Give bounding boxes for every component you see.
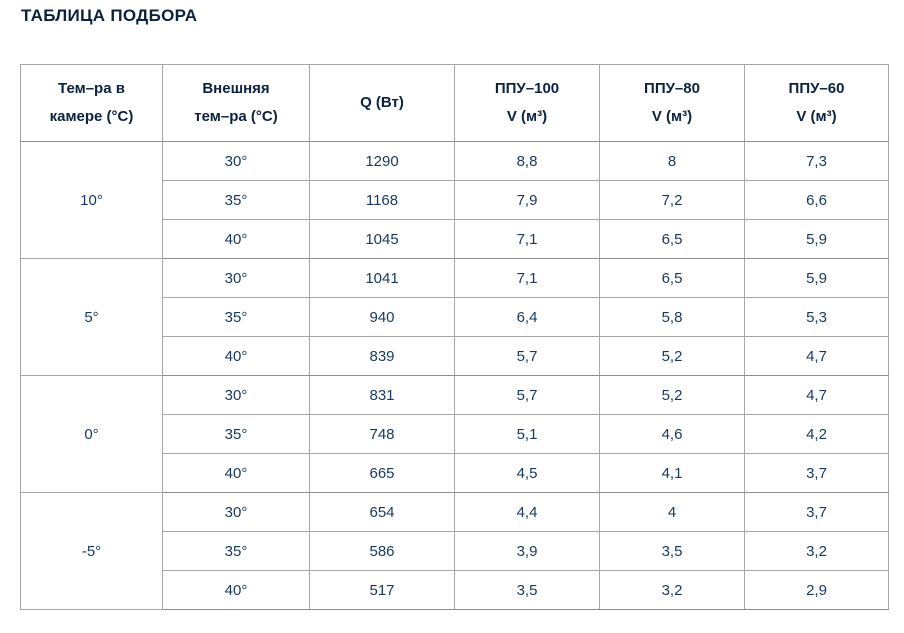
selection-table: Тем–ра в камере (°C) Внешняя тем–ра (°C)…: [20, 64, 889, 610]
ppu100-cell: 6,4: [454, 297, 600, 337]
column-header-ppu80: ППУ–80 V (м³): [599, 64, 745, 142]
ppu100-cell: 3,9: [454, 531, 600, 571]
ppu60-cell: 5,3: [744, 297, 889, 337]
ppu80-cell: 6,5: [599, 219, 745, 259]
chamber-temp-cell: 5°: [20, 258, 163, 376]
column-header-label: тем–ра (°C): [194, 108, 278, 125]
column-header-label: Тем–ра в: [58, 80, 125, 97]
ppu60-cell: 4,7: [744, 375, 889, 415]
external-temp-cell: 35°: [162, 414, 310, 454]
ppu100-cell: 3,5: [454, 570, 600, 610]
external-temp-cell: 35°: [162, 180, 310, 220]
table-row: 40° 839 5,7 5,2 4,7: [21, 336, 889, 376]
column-header-q: Q (Вт): [309, 64, 455, 142]
q-cell: 517: [309, 570, 455, 610]
ppu60-cell: 4,2: [744, 414, 889, 454]
ppu60-cell: 6,6: [744, 180, 889, 220]
external-temp-cell: 30°: [162, 375, 310, 415]
column-header-chamber-temp: Тем–ра в камере (°C): [20, 64, 163, 142]
external-temp-cell: 40°: [162, 336, 310, 376]
q-cell: 665: [309, 453, 455, 493]
external-temp-cell: 35°: [162, 297, 310, 337]
column-header-label: камере (°C): [49, 108, 134, 125]
table-header-row: Тем–ра в камере (°C) Внешняя тем–ра (°C)…: [20, 64, 889, 142]
ppu60-cell: 7,3: [744, 141, 889, 181]
ppu80-cell: 7,2: [599, 180, 745, 220]
q-cell: 586: [309, 531, 455, 571]
chamber-temp-cell: 0°: [20, 375, 163, 493]
column-header-external-temp: Внешняя тем–ра (°C): [162, 64, 310, 142]
column-header-ppu100: ППУ–100 V (м³): [454, 64, 600, 142]
column-header-label: ППУ–80: [644, 80, 700, 97]
ppu100-cell: 5,7: [454, 336, 600, 376]
table-row: 40° 665 4,5 4,1 3,7: [21, 453, 889, 493]
ppu80-cell: 3,5: [599, 531, 745, 571]
q-cell: 748: [309, 414, 455, 454]
ppu60-cell: 3,7: [744, 492, 889, 532]
ppu60-cell: 3,2: [744, 531, 889, 571]
table-row: 35° 748 5,1 4,6 4,2: [21, 414, 889, 454]
ppu60-cell: 5,9: [744, 258, 889, 298]
ppu60-cell: 2,9: [744, 570, 889, 610]
ppu80-cell: 5,8: [599, 297, 745, 337]
ppu100-cell: 7,1: [454, 258, 600, 298]
table-row: 35° 940 6,4 5,8 5,3: [21, 297, 889, 337]
ppu80-cell: 4,6: [599, 414, 745, 454]
chamber-temp-cell: -5°: [20, 492, 163, 610]
column-header-label: Q (Вт): [360, 94, 404, 111]
column-header-label: Внешняя: [202, 80, 270, 97]
ppu100-cell: 4,4: [454, 492, 600, 532]
ppu80-cell: 5,2: [599, 375, 745, 415]
ppu100-cell: 7,1: [454, 219, 600, 259]
ppu100-cell: 5,7: [454, 375, 600, 415]
ppu80-cell: 3,2: [599, 570, 745, 610]
table-row: 40° 517 3,5 3,2 2,9: [21, 570, 889, 610]
q-cell: 1168: [309, 180, 455, 220]
q-cell: 831: [309, 375, 455, 415]
column-header-label: ППУ–100: [494, 80, 560, 97]
ppu80-cell: 5,2: [599, 336, 745, 376]
table-row: 35° 586 3,9 3,5 3,2: [21, 531, 889, 571]
ppu80-cell: 4: [599, 492, 745, 532]
table-row: 10° 30° 1290 8,8 8 7,3: [20, 141, 889, 259]
external-temp-cell: 30°: [162, 258, 310, 298]
external-temp-cell: 30°: [162, 492, 310, 532]
table-row: 35° 1168 7,9 7,2 6,6: [21, 180, 889, 220]
table-row: -5° 30° 654 4,4 4 3,7: [20, 492, 889, 610]
column-header-ppu60: ППУ–60 V (м³): [744, 64, 889, 142]
ppu80-cell: 8: [599, 141, 745, 181]
table-row: 5° 30° 1041 7,1 6,5 5,9: [20, 258, 889, 376]
column-header-label: ППУ–60: [788, 80, 845, 97]
ppu100-cell: 4,5: [454, 453, 600, 493]
table-row: 40° 1045 7,1 6,5 5,9: [21, 219, 889, 259]
q-cell: 839: [309, 336, 455, 376]
external-temp-cell: 40°: [162, 453, 310, 493]
ppu80-cell: 4,1: [599, 453, 745, 493]
external-temp-cell: 30°: [162, 141, 310, 181]
external-temp-cell: 40°: [162, 219, 310, 259]
q-cell: 940: [309, 297, 455, 337]
table-row: 0° 30° 831 5,7 5,2 4,7: [20, 375, 889, 493]
column-header-label: V (м³): [651, 108, 693, 125]
q-cell: 1045: [309, 219, 455, 259]
q-cell: 1290: [309, 141, 455, 181]
ppu60-cell: 3,7: [744, 453, 889, 493]
column-header-label: V (м³): [506, 108, 548, 125]
ppu100-cell: 5,1: [454, 414, 600, 454]
q-cell: 654: [309, 492, 455, 532]
external-temp-cell: 40°: [162, 570, 310, 610]
ppu60-cell: 4,7: [744, 336, 889, 376]
ppu80-cell: 6,5: [599, 258, 745, 298]
chamber-temp-cell: 10°: [20, 141, 163, 259]
column-header-label: V (м³): [796, 108, 837, 125]
ppu100-cell: 8,8: [454, 141, 600, 181]
external-temp-cell: 35°: [162, 531, 310, 571]
ppu60-cell: 5,9: [744, 219, 889, 259]
ppu100-cell: 7,9: [454, 180, 600, 220]
page-title: ТАБЛИЦА ПОДБОРА: [21, 6, 198, 25]
q-cell: 1041: [309, 258, 455, 298]
